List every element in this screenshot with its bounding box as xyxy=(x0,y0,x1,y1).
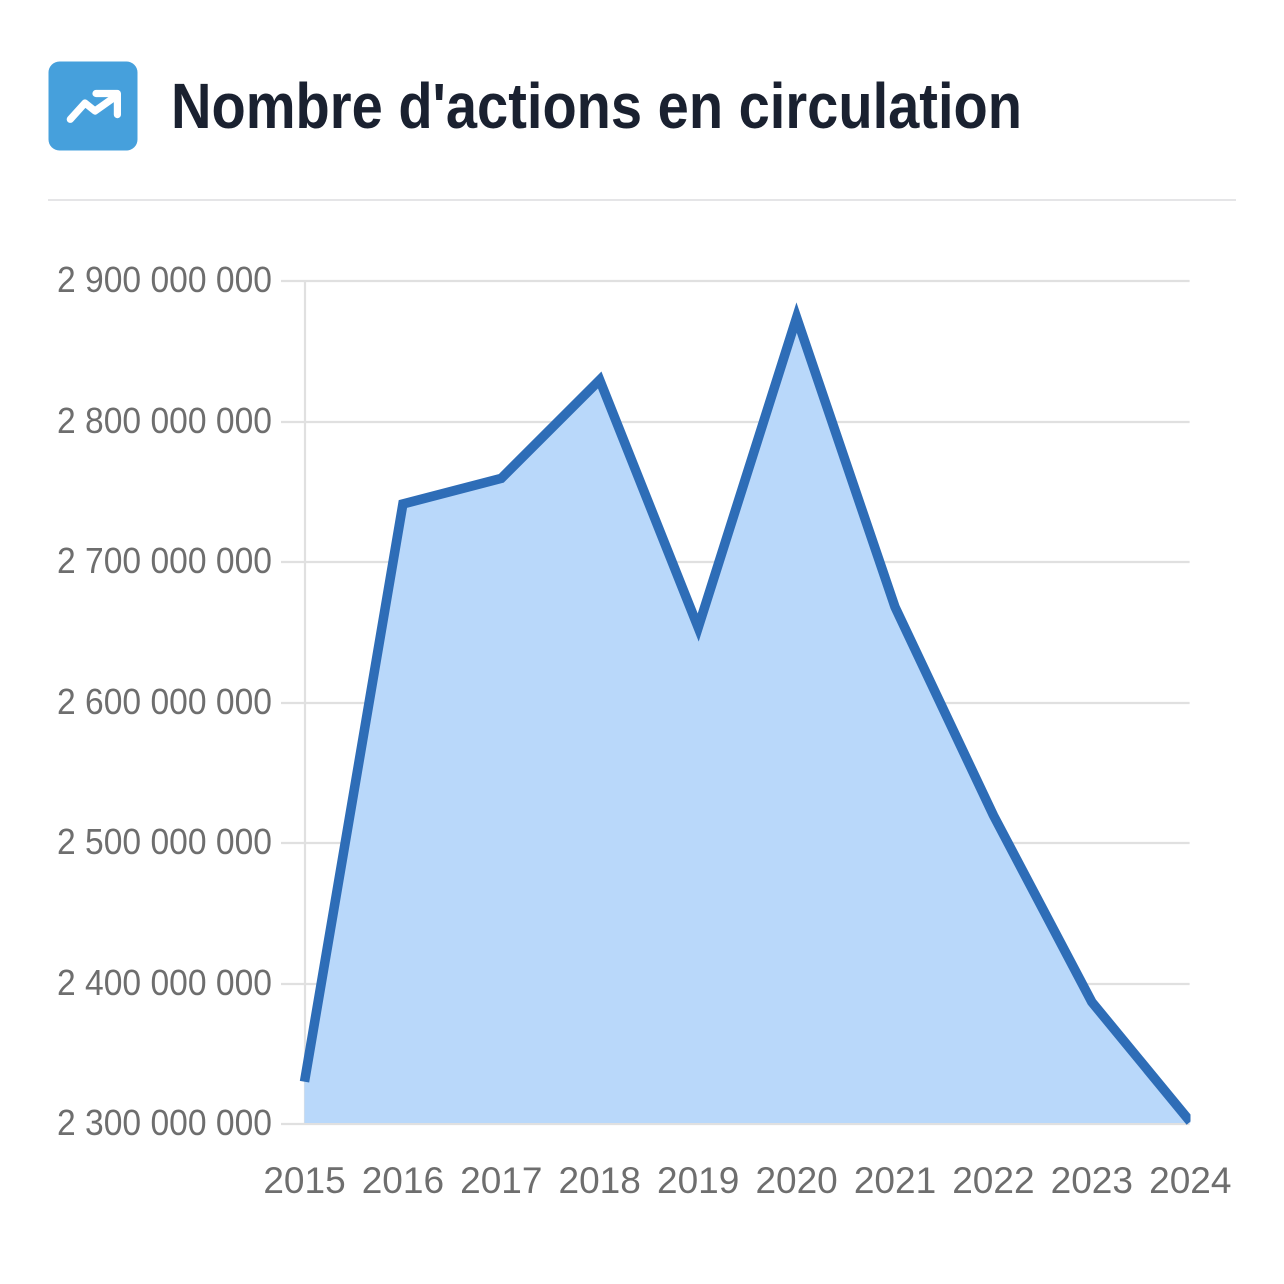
svg-text:2024: 2024 xyxy=(1149,1160,1231,1201)
svg-text:2 500 000 000: 2 500 000 000 xyxy=(57,821,272,862)
svg-text:2 600 000 000: 2 600 000 000 xyxy=(57,681,272,722)
svg-text:2023: 2023 xyxy=(1051,1160,1133,1201)
svg-text:2018: 2018 xyxy=(559,1160,641,1201)
svg-text:2015: 2015 xyxy=(263,1160,345,1201)
svg-text:2 700 000 000: 2 700 000 000 xyxy=(57,540,272,581)
svg-text:2 400 000 000: 2 400 000 000 xyxy=(57,962,272,1003)
svg-text:2 800 000 000: 2 800 000 000 xyxy=(57,400,272,441)
svg-text:2020: 2020 xyxy=(755,1160,837,1201)
svg-text:Nombre d'actions en circulatio: Nombre d'actions en circulation xyxy=(171,70,1022,142)
svg-text:2 900 000 000: 2 900 000 000 xyxy=(57,259,272,300)
svg-text:2 300 000 000: 2 300 000 000 xyxy=(57,1102,272,1143)
svg-text:2021: 2021 xyxy=(854,1160,936,1201)
svg-text:2016: 2016 xyxy=(362,1160,444,1201)
svg-text:2019: 2019 xyxy=(657,1160,739,1201)
svg-text:2017: 2017 xyxy=(460,1160,542,1201)
svg-text:2022: 2022 xyxy=(952,1160,1034,1201)
